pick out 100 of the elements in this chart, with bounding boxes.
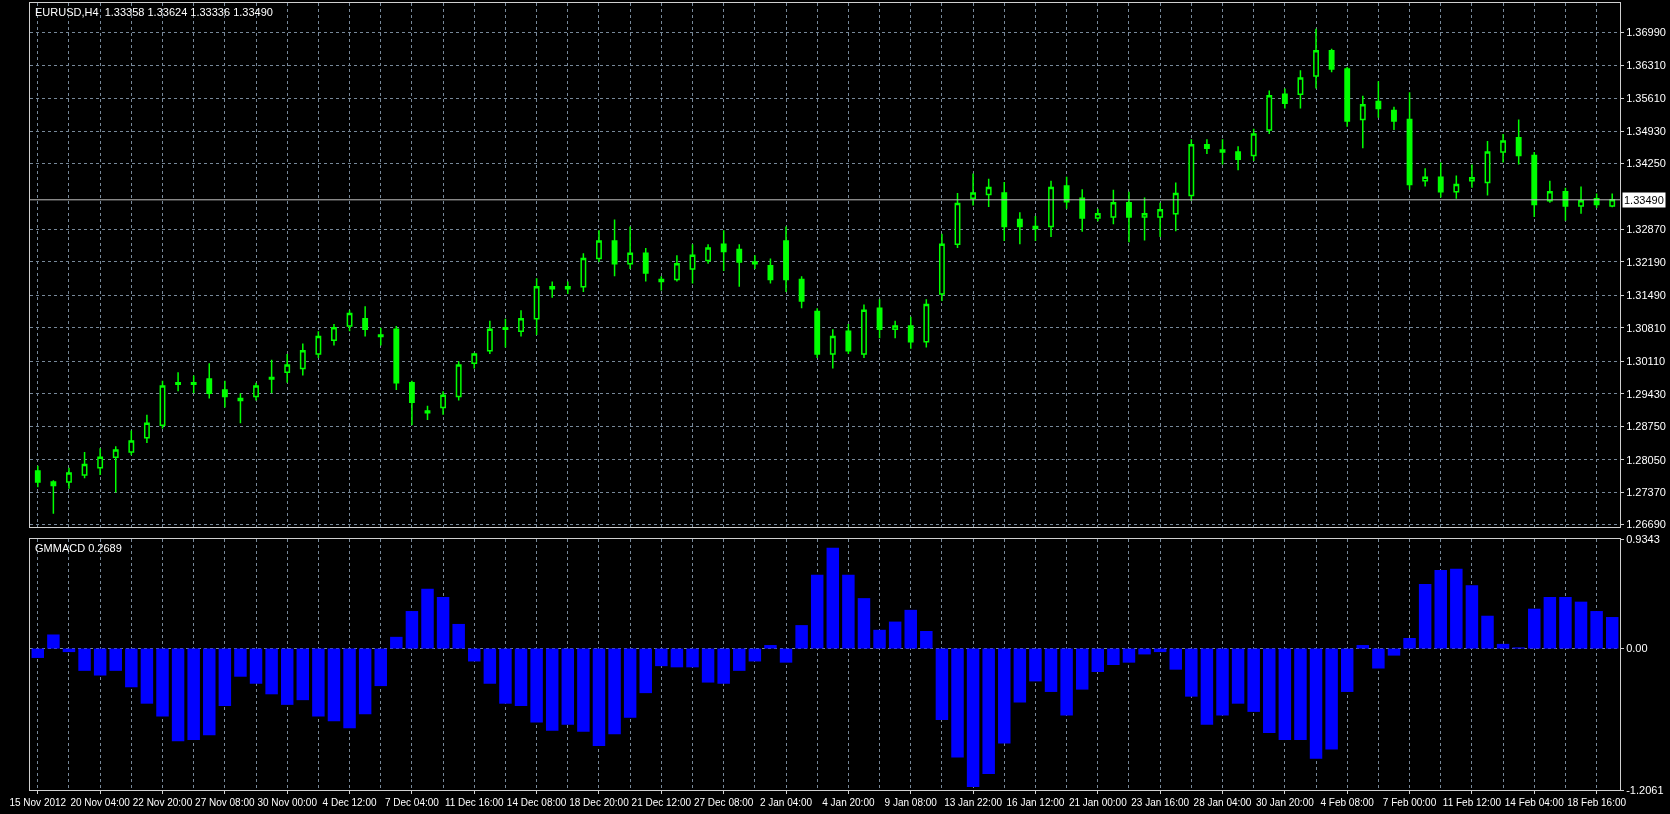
bar	[545, 648, 559, 731]
bar	[468, 648, 481, 662]
x-tick-label: 23 Jan 16:00	[1131, 797, 1190, 808]
x-tick-label: 27 Dec 08:00	[693, 797, 754, 808]
bar	[810, 574, 824, 649]
bar	[935, 648, 949, 721]
bar	[1387, 648, 1401, 656]
x-tick-label: 11 Dec 16:00	[444, 797, 505, 808]
bar	[1434, 569, 1447, 649]
bar	[1044, 648, 1058, 692]
bar	[982, 648, 995, 775]
bar	[670, 648, 684, 668]
bar	[218, 648, 232, 707]
bar	[1294, 648, 1307, 741]
bar	[140, 648, 154, 704]
bar	[1013, 648, 1027, 703]
bar	[795, 625, 808, 649]
bar	[701, 648, 715, 683]
bar	[31, 648, 45, 658]
bar	[904, 609, 917, 649]
bar	[1029, 648, 1042, 682]
bar	[280, 648, 294, 705]
x-tick-label: 18 Dec 20:00	[569, 797, 630, 808]
bar	[1060, 648, 1073, 716]
bar	[686, 648, 699, 668]
bar	[1091, 648, 1105, 673]
y-tick-label: 0.9343	[1626, 532, 1660, 545]
bar	[998, 648, 1011, 744]
bar	[1559, 596, 1572, 649]
bar	[577, 648, 590, 732]
x-tick-label: 4 Jan 20:00	[822, 797, 875, 808]
bar	[623, 648, 637, 718]
bar	[1450, 568, 1463, 649]
bar	[951, 648, 964, 758]
y-tick-label: -1.2061	[1626, 783, 1664, 796]
bar	[1231, 648, 1245, 704]
bar	[608, 648, 621, 735]
bar	[1481, 615, 1494, 649]
bar	[358, 648, 372, 715]
bar	[1216, 648, 1229, 716]
bar	[125, 648, 138, 688]
bar	[1418, 584, 1432, 649]
x-tick-label: 16 Jan 12:00	[1006, 797, 1065, 808]
x-tick-label: 14 Dec 08:00	[506, 797, 567, 808]
x-tick-label: 9 Jan 08:00	[884, 797, 938, 808]
bar	[530, 648, 543, 723]
x-tick-label: 30 Nov 00:00	[257, 797, 318, 808]
bar	[639, 648, 652, 694]
bar	[1185, 648, 1198, 697]
x-tick-label: 21 Jan 00:00	[1068, 797, 1128, 808]
bar	[390, 636, 403, 649]
x-tick-label: 7 Dec 04:00	[384, 797, 440, 808]
bar	[1356, 645, 1370, 649]
x-tick-label: 20 Nov 04:00	[70, 797, 131, 808]
bar	[109, 648, 122, 671]
bar	[1325, 648, 1338, 750]
bar	[47, 634, 60, 649]
x-tick-label: 15 Nov 2012	[9, 797, 67, 808]
bar	[436, 596, 450, 649]
chart-title: GMMACD 0.2689	[35, 541, 122, 554]
x-tick-label: 28 Jan 04:00	[1193, 797, 1252, 808]
bar	[1247, 648, 1260, 712]
bar	[343, 648, 356, 729]
bar	[156, 648, 169, 717]
bar	[93, 648, 107, 676]
bar	[1590, 611, 1603, 649]
bar	[312, 648, 325, 717]
bar	[826, 547, 840, 649]
bar	[592, 648, 606, 746]
bar	[1169, 648, 1182, 670]
bar	[234, 648, 247, 677]
bar	[405, 611, 419, 649]
bar	[187, 648, 200, 741]
x-tick-label: 4 Dec 12:00	[322, 797, 377, 808]
bar	[1574, 601, 1588, 649]
y-tick-label: 0.00	[1626, 642, 1648, 655]
x-tick-label: 7 Feb 00:00	[1382, 797, 1437, 808]
x-tick-label: 22 Nov 20:00	[132, 797, 193, 808]
bar	[1278, 648, 1292, 741]
bar	[1496, 643, 1510, 649]
x-tick-label: 27 Nov 08:00	[195, 797, 256, 808]
bar	[514, 648, 528, 707]
x-tick-label: 13 Jan 22:00	[944, 797, 1003, 808]
bar	[717, 648, 730, 684]
x-tick-label: 30 Jan 20:00	[1255, 797, 1315, 808]
x-tick-label: 2 Jan 04:00	[759, 797, 813, 808]
bar	[1340, 648, 1354, 692]
bar	[1528, 608, 1541, 649]
bar	[171, 648, 185, 742]
bar	[249, 648, 263, 684]
x-tick-label: 11 Feb 12:00	[1442, 797, 1502, 808]
bar	[779, 648, 793, 663]
bar	[1372, 648, 1385, 669]
bar	[1075, 648, 1089, 690]
x-tick-label: 14 Feb 04:00	[1504, 797, 1565, 808]
bar	[1107, 648, 1120, 665]
x-tick-label: 21 Dec 12:00	[631, 797, 692, 808]
bar	[1263, 648, 1276, 733]
bar	[374, 648, 387, 687]
bar	[857, 598, 871, 649]
